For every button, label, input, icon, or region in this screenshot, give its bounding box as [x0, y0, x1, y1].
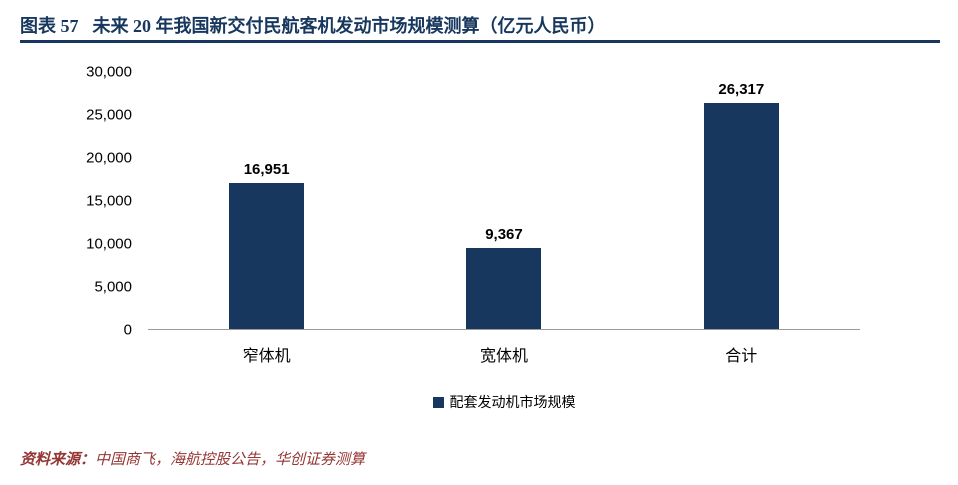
y-tick-label: 30,000	[86, 63, 132, 81]
bar-chart: 30,000 25,000 20,000 15,000 10,000 5,000 0 16,…	[20, 64, 860, 412]
bar-group: 16,951	[229, 161, 305, 329]
source-text: 中国商飞，海航控股公告，华创证券测算	[95, 452, 366, 468]
x-axis-labels: 窄体机 宽体机 合计	[148, 342, 860, 366]
y-tick-label: 0	[123, 321, 132, 339]
bar-value-label: 16,951	[243, 161, 290, 178]
source-label: 资料来源：	[20, 452, 96, 468]
plot-area: 16,951 9,367 26,317	[148, 72, 860, 330]
bar	[229, 183, 305, 329]
bar	[703, 103, 779, 329]
bar-group: 26,317	[703, 81, 779, 329]
y-tick-label: 25,000	[86, 106, 132, 124]
x-category-label: 窄体机	[242, 348, 291, 365]
header-divider	[20, 40, 940, 43]
y-axis: 30,000 25,000 20,000 15,000 10,000 5,000 0	[20, 64, 132, 339]
bar-group: 9,367	[466, 226, 542, 329]
y-tick-label: 20,000	[86, 149, 132, 167]
legend-swatch-icon	[432, 396, 444, 408]
x-category-label: 宽体机	[479, 348, 528, 365]
bar	[466, 248, 542, 329]
plot-wrapper: 16,951 9,367 26,317 窄体机 宽体机 合计 配套发动机市场规模	[148, 72, 860, 412]
bar-value-label: 9,367	[485, 226, 523, 243]
y-tick-label: 15,000	[86, 192, 132, 210]
bar-value-label: 26,317	[718, 81, 765, 98]
y-tick-label: 10,000	[86, 235, 132, 253]
y-tick-label: 5,000	[94, 278, 132, 296]
legend: 配套发动机市场规模	[148, 392, 860, 412]
figure-label: 图表 57	[20, 16, 79, 36]
legend-label: 配套发动机市场规模	[449, 394, 576, 410]
x-category-label: 合计	[725, 348, 758, 365]
source-note: 资料来源：中国商飞，海航控股公告，华创证券测算	[20, 448, 365, 469]
figure-title: 未来 20 年我国新交付民航客机发动市场规模测算（亿元人民币）	[92, 16, 606, 36]
figure-header: 图表 57 未来 20 年我国新交付民航客机发动市场规模测算（亿元人民币）	[20, 12, 606, 38]
